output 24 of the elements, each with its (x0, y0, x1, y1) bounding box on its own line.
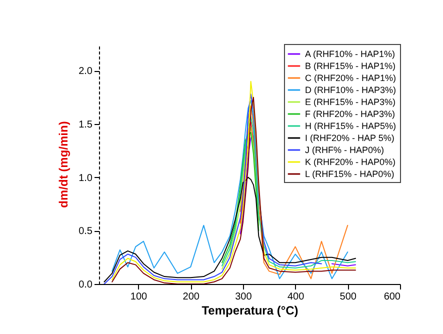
x-axis-title: Temperatura (°C) (202, 304, 298, 318)
legend-label: E (RHF15% - HAP3%) (305, 97, 396, 107)
legend-label: B (RHF15% - HAP1%) (305, 61, 396, 71)
legend-label: L (RHF15% - HAP0%) (305, 169, 394, 179)
x-tick-label: 100 (130, 292, 148, 302)
x-tick-label: 500 (340, 292, 357, 302)
legend-label: J (RHF% - HAP0%) (305, 145, 384, 155)
x-tick-label: 400 (287, 292, 305, 302)
legend-label: I (RHF20% - HAP 5%) (305, 133, 394, 143)
y-tick-label: 2.0 (78, 66, 93, 78)
y-tick-label: 1.0 (78, 172, 93, 184)
legend-label: K (RHF20% - HAP0%) (305, 157, 396, 167)
legend-label: D (RHF10% - HAP3%) (305, 85, 396, 95)
y-tick-label: 1.5 (78, 120, 93, 130)
x-tick-label: 300 (235, 292, 252, 302)
legend-label: H (RHF15% - HAP5%) (305, 121, 396, 131)
legend-label: F (RHF20% - HAP3%) (305, 109, 396, 119)
y-tick-label: 0.5 (78, 226, 93, 238)
y-axis-title: dm/dt (mg/min) (56, 121, 71, 208)
x-tick-label: 200 (182, 292, 200, 302)
legend-label: A (RHF10% - HAP1%) (305, 49, 396, 59)
x-tick-label: 600 (384, 292, 401, 302)
y-tick-label: 0.0 (78, 280, 93, 290)
legend-label: C (RHF20% - HAP1%) (305, 73, 396, 83)
